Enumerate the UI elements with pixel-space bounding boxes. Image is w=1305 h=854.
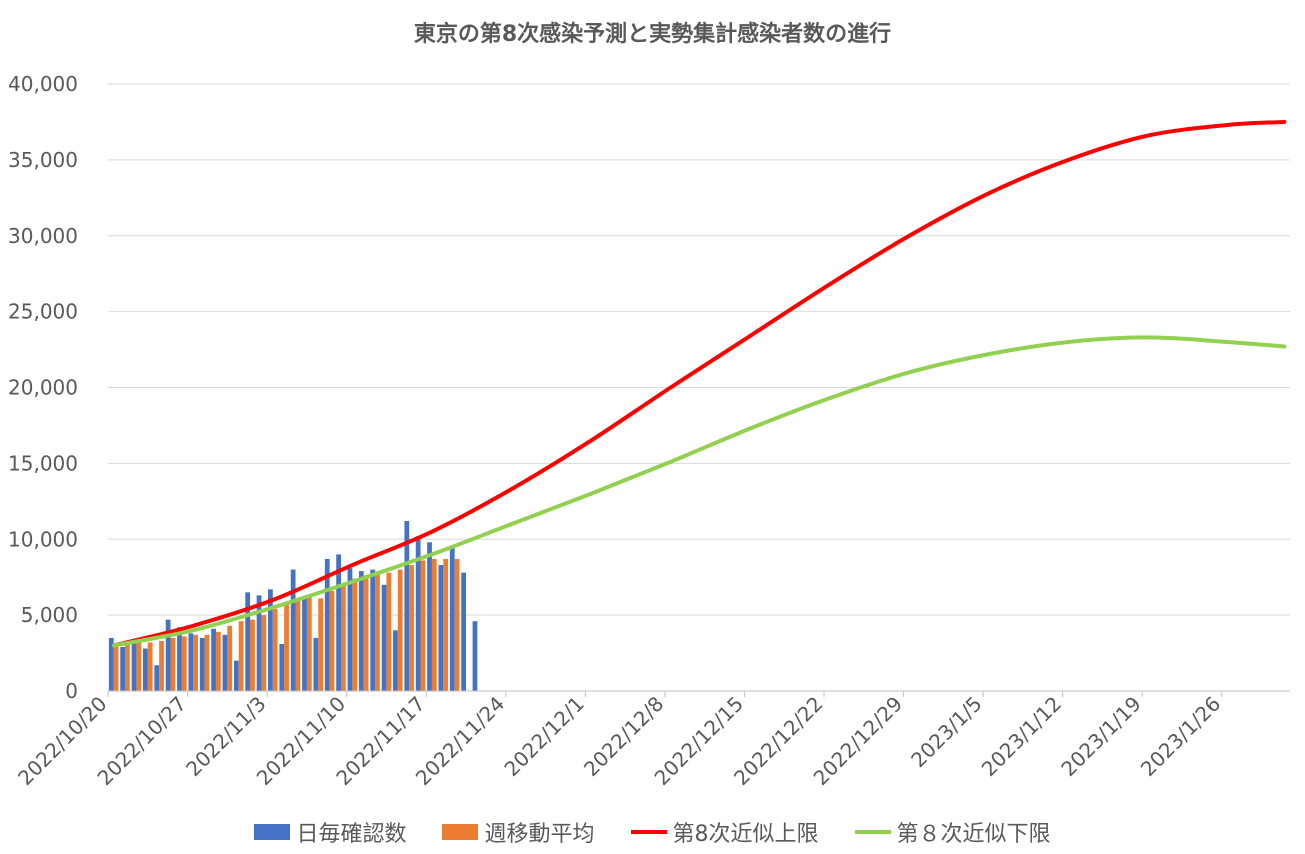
bar-daily [404, 521, 410, 691]
bar-daily [336, 554, 341, 691]
bar-daily [347, 568, 353, 691]
bar-daily [199, 637, 205, 691]
legend-swatch-upper [630, 830, 667, 834]
y-tick-label: 25,000 [8, 300, 78, 324]
x-tick-label: 2023/1/5 [906, 692, 986, 772]
bar-daily [211, 628, 216, 691]
legend-item-weekly: 週移動平均 [442, 816, 595, 848]
bar-weekly-average [306, 595, 312, 691]
bar-weekly-average [352, 578, 358, 691]
bar-daily [472, 621, 478, 691]
legend-swatch-lower [854, 830, 891, 834]
legend-label-lower: 第８次近似下限 [896, 822, 1051, 847]
bar-daily [461, 572, 467, 691]
legend-item-upper: 第8次近似上限 [630, 816, 819, 848]
bar-weekly-average [409, 565, 414, 691]
bar-daily [188, 633, 194, 691]
bar-daily [324, 558, 330, 691]
bar-daily [222, 634, 228, 691]
bar-weekly-average [238, 621, 244, 691]
bar-daily [302, 598, 307, 691]
bar-weekly-average [170, 637, 176, 691]
bar-daily [108, 637, 114, 691]
bar-weekly-average [329, 590, 335, 691]
bar-weekly-average [250, 619, 255, 691]
bar-weekly-average [204, 634, 210, 691]
bar-daily [177, 627, 182, 691]
bar-daily [143, 648, 148, 691]
bar-daily [256, 595, 262, 691]
legend-swatch-daily [254, 824, 291, 840]
bar-weekly-average [227, 625, 233, 691]
bar-daily [370, 569, 376, 691]
bar-daily [415, 536, 421, 691]
y-tick-label: 10,000 [8, 527, 78, 551]
bar-daily [313, 637, 319, 691]
bar-weekly-average [181, 636, 187, 691]
legend-label-daily: 日毎確認数 [296, 822, 407, 847]
bar-daily [165, 619, 171, 691]
legend-label-weekly: 週移動平均 [484, 822, 595, 847]
bar-weekly-average [147, 642, 153, 691]
bar-weekly-average [431, 558, 437, 691]
bar-weekly-average [295, 598, 301, 691]
bar-daily [381, 584, 387, 691]
bar-weekly-average [375, 572, 380, 691]
y-tick-label: 0 [65, 679, 78, 703]
bar-daily [233, 660, 239, 691]
bar-weekly-average [386, 572, 392, 691]
y-tick-label: 35,000 [8, 148, 78, 172]
bar-daily [427, 542, 432, 691]
bar-daily [154, 665, 160, 691]
bar-daily [449, 546, 455, 691]
y-tick-label: 30,000 [8, 224, 78, 248]
y-tick-label: 5,000 [21, 603, 78, 627]
y-tick-label: 40,000 [8, 72, 78, 96]
legend-label-upper: 第8次近似上限 [672, 822, 819, 847]
bar-weekly-average [159, 640, 164, 691]
bar-weekly-average [284, 604, 289, 691]
bar-daily [358, 571, 364, 691]
y-tick-label: 20,000 [8, 376, 78, 400]
chart-legend: 日毎確認数 週移動平均 第8次近似上限 第８次近似下限 [0, 815, 1305, 849]
line-lower-limit [111, 335, 1287, 648]
x-tick-label: 2023/1/19 [1056, 692, 1145, 781]
line-upper-limit [111, 119, 1287, 648]
bar-weekly-average [125, 643, 130, 691]
bar-daily [290, 569, 296, 691]
bar-daily [279, 643, 285, 691]
chart-title: 東京の第8次感染予測と実勢集計感染者数の進行 [413, 22, 892, 47]
bar-daily [438, 565, 444, 691]
bar-weekly-average [136, 642, 142, 691]
bar-weekly-average [454, 558, 460, 691]
legend-item-daily: 日毎確認数 [254, 816, 406, 848]
x-tick-label: 2022/12/1 [499, 692, 588, 781]
bar-weekly-average [272, 609, 278, 691]
bar-weekly-average [193, 634, 199, 691]
bar-weekly-average [113, 646, 119, 691]
x-tick-label: 2023/1/26 [1136, 692, 1225, 781]
legend-item-lower: 第８次近似下限 [854, 816, 1051, 848]
bar-weekly-average [318, 598, 324, 691]
bar-weekly-average [420, 560, 426, 691]
bar-daily [393, 630, 398, 691]
legend-swatch-weekly [442, 824, 479, 840]
bar-weekly-average [215, 631, 221, 691]
bar-daily [245, 592, 251, 691]
x-tick-label: 2023/1/12 [977, 692, 1066, 781]
bar-daily [131, 640, 137, 691]
bar-daily [268, 589, 273, 691]
y-tick-label: 15,000 [8, 451, 78, 475]
bar-weekly-average [397, 569, 403, 691]
bar-weekly-average [340, 586, 346, 691]
bar-weekly-average [261, 615, 267, 691]
bar-weekly-average [363, 577, 369, 691]
bar-weekly-average [443, 558, 449, 691]
bar-daily [120, 646, 126, 691]
